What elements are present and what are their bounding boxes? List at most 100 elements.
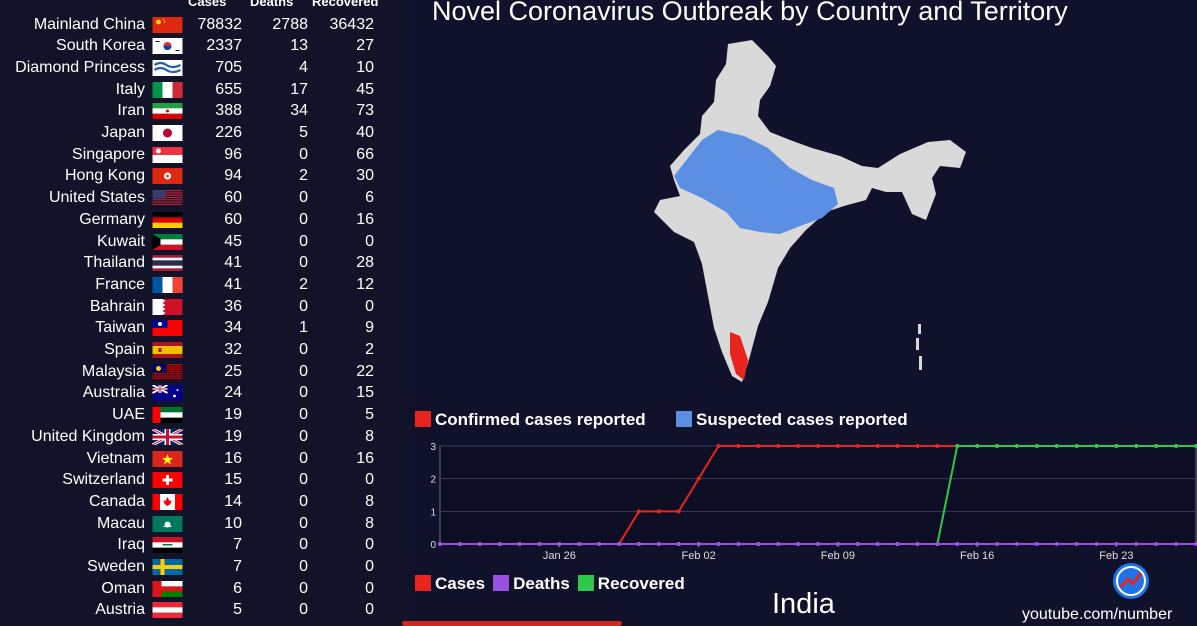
recovered-cell: 16 (356, 449, 374, 467)
x-tick-label: Feb 09 (821, 550, 855, 562)
recovered-point (955, 444, 960, 448)
deaths-point (1074, 542, 1079, 546)
country-table: Cases Deaths Recovered Mainland China 788… (0, 0, 410, 626)
deaths-point (975, 542, 980, 546)
andaman-islands (916, 324, 922, 370)
recovered-cell: 0 (365, 558, 374, 575)
recovered-point (1174, 444, 1179, 448)
cases-cell: 7 (233, 536, 242, 554)
deaths-point (438, 542, 442, 546)
country-name: Australia (82, 384, 145, 402)
table-row: Germany 60 0 16 (0, 209, 410, 231)
deaths-cell: 0 (299, 514, 308, 532)
cases-point (636, 509, 641, 514)
recovered-cell: 5 (365, 406, 374, 424)
recovered-cell: 0 (365, 297, 374, 315)
recovered-cell: 8 (365, 514, 374, 532)
page-title: Novel Coronavirus Outbreak by Country an… (432, 0, 1068, 26)
country-name: Mainland China (33, 15, 145, 33)
x-axis: Jan 26 Feb 02 Feb 09 Feb 16 Feb 23 (543, 544, 1134, 562)
deaths-point (696, 542, 701, 546)
japan-flag-icon (152, 125, 183, 141)
table-row: Malaysia 25 0 22 (0, 361, 410, 383)
legend-item-deaths: Deaths (493, 574, 570, 593)
recovered-cell: 9 (365, 319, 374, 337)
cases-point (716, 444, 721, 448)
country-name: Spain (104, 341, 145, 358)
deaths-point (656, 542, 661, 546)
recovered-cell: 6 (365, 189, 374, 207)
deaths-point (716, 542, 721, 546)
diamond-princess-flag-icon (152, 59, 183, 76)
recovered-point (1054, 444, 1059, 448)
recovered-cell: 40 (356, 124, 374, 141)
recovered-cell: 73 (356, 102, 374, 120)
germany-flag-icon (152, 211, 183, 228)
recovered-cell: 12 (356, 275, 374, 293)
hong-kong-flag-icon (152, 168, 183, 185)
chart-legend: Cases Deaths Recovered (415, 574, 693, 594)
deaths-cell: 0 (299, 601, 308, 619)
recovered-header: Recovered (312, 0, 379, 9)
cases-cell: 16 (224, 449, 242, 467)
recovered-point (1074, 444, 1079, 448)
table-row: Diamond Princess 705 4 10 (0, 57, 410, 79)
legend-item-recovered: Recovered (577, 574, 685, 593)
country-name: Canada (88, 492, 145, 510)
country-name: Sweden (87, 558, 145, 575)
deaths-point (1034, 542, 1039, 546)
country-label: India (772, 588, 835, 620)
deaths-cell: 0 (299, 232, 308, 250)
singapore-flag-icon (152, 146, 183, 163)
deaths-point (617, 542, 622, 546)
deaths-cell: 5 (299, 124, 308, 141)
deaths-cell: 2 (299, 167, 308, 185)
cases-cell: 60 (224, 210, 242, 228)
deaths-cell: 0 (299, 536, 308, 554)
table-row: Macau 10 0 8 (0, 513, 410, 535)
deaths-cell: 13 (290, 37, 308, 55)
deaths-cell: 0 (299, 406, 308, 424)
oman-flag-icon (152, 580, 183, 597)
deaths-point (1094, 542, 1099, 546)
recovered-cell: 66 (356, 145, 374, 163)
deaths-cell: 0 (299, 558, 308, 575)
recovered-point (1014, 444, 1019, 448)
deaths-point (577, 542, 582, 546)
country-name: Italy (115, 80, 145, 98)
table-row: Hong Kong 94 2 30 (0, 165, 410, 187)
recovered-point (975, 444, 980, 448)
deaths-cell: 2788 (272, 15, 308, 33)
switzerland-flag-icon (152, 472, 183, 489)
deaths-point (497, 542, 502, 546)
confirmed-swatch (415, 411, 431, 427)
country-name: South Korea (56, 37, 145, 55)
legend-label: Deaths (513, 574, 570, 593)
kuwait-flag-icon (152, 233, 183, 250)
suspected-swatch (676, 411, 692, 427)
deaths-point (636, 542, 641, 546)
recovered-cell: 2 (365, 341, 374, 358)
y-tick-label: 1 (430, 507, 436, 518)
cases-cell: 94 (224, 167, 242, 185)
cases-cell: 36 (224, 297, 242, 315)
recovered-cell: 28 (356, 254, 374, 272)
country-name: Iran (117, 102, 145, 120)
country-name: Oman (101, 579, 145, 597)
suspected-region (674, 130, 838, 234)
cases-point (935, 444, 940, 448)
deaths-point (1174, 542, 1179, 546)
table-row: South Korea 2337 13 27 (0, 35, 410, 57)
cases-point (796, 444, 801, 448)
deaths-point (935, 542, 940, 546)
cases-point (756, 444, 761, 448)
cases-cell: 19 (224, 427, 242, 445)
cases-header: Cases (188, 0, 227, 9)
table-row: UAE 19 0 5 (0, 404, 410, 426)
country-name: United States (48, 189, 145, 207)
deaths-cell: 1 (299, 319, 308, 337)
cases-point (915, 444, 920, 448)
deaths-point (875, 542, 880, 546)
cases-cell: 41 (224, 254, 242, 272)
recovered-cell: 22 (356, 362, 374, 380)
